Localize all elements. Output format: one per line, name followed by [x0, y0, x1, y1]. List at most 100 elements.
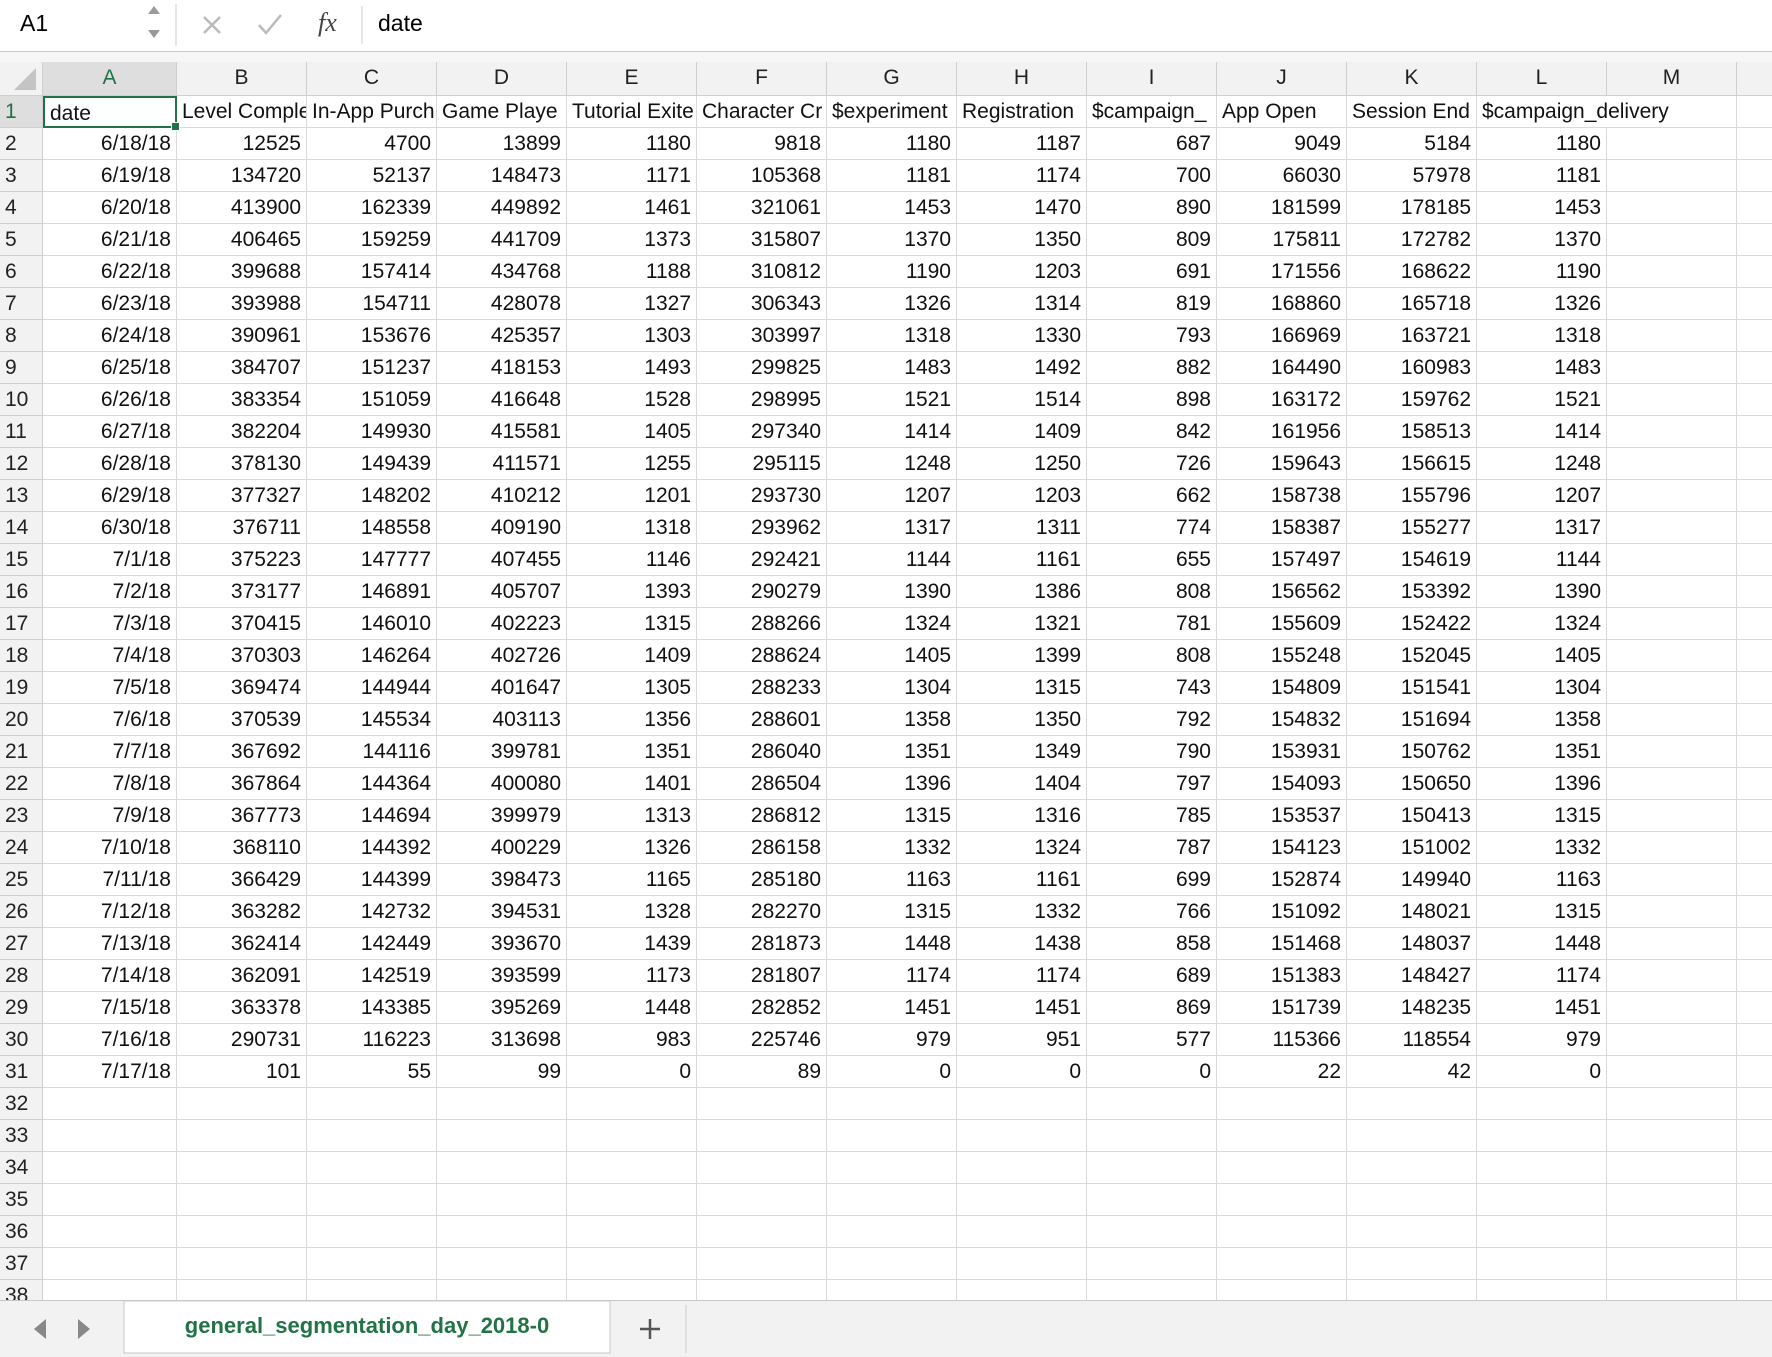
cell[interactable]: 406465 [177, 224, 307, 256]
cell[interactable]: 293730 [697, 480, 827, 512]
cell[interactable]: 890 [1087, 192, 1217, 224]
cell[interactable]: 1315 [827, 800, 957, 832]
cell[interactable]: 869 [1087, 992, 1217, 1024]
cell[interactable] [1737, 1024, 1772, 1056]
cell[interactable] [1477, 1248, 1607, 1280]
cell[interactable]: 148037 [1347, 928, 1477, 960]
cell[interactable]: 415581 [437, 416, 567, 448]
cell[interactable] [827, 1184, 957, 1216]
cell[interactable]: 57978 [1347, 160, 1477, 192]
cell[interactable]: 1250 [957, 448, 1087, 480]
row-header[interactable]: 4 [0, 192, 43, 224]
cell[interactable]: 398473 [437, 864, 567, 896]
cell[interactable]: 153392 [1347, 576, 1477, 608]
cell[interactable]: 154711 [307, 288, 437, 320]
cell[interactable]: 1203 [957, 480, 1087, 512]
cell[interactable] [1737, 928, 1772, 960]
cell[interactable] [1737, 992, 1772, 1024]
cell[interactable]: 134720 [177, 160, 307, 192]
cell[interactable]: 158738 [1217, 480, 1347, 512]
cell[interactable]: 153676 [307, 320, 437, 352]
cell[interactable]: 390961 [177, 320, 307, 352]
cell[interactable]: 6/25/18 [43, 352, 177, 384]
cell[interactable]: 158513 [1347, 416, 1477, 448]
fill-handle[interactable] [171, 122, 180, 131]
cell[interactable]: 144399 [307, 864, 437, 896]
cell[interactable]: 1318 [827, 320, 957, 352]
cell[interactable] [1607, 864, 1737, 896]
cell[interactable]: 6/19/18 [43, 160, 177, 192]
cell[interactable] [437, 1120, 567, 1152]
cell[interactable]: 290731 [177, 1024, 307, 1056]
cell[interactable]: 1317 [1477, 512, 1607, 544]
cell[interactable]: 1174 [1477, 960, 1607, 992]
row-header[interactable]: 33 [0, 1120, 43, 1152]
cell[interactable]: 1370 [1477, 224, 1607, 256]
cell[interactable]: 99 [437, 1056, 567, 1088]
cell[interactable]: 157414 [307, 256, 437, 288]
cell[interactable]: 164490 [1217, 352, 1347, 384]
cell[interactable]: 1163 [827, 864, 957, 896]
cell[interactable]: 315807 [697, 224, 827, 256]
column-header[interactable]: J [1217, 62, 1347, 96]
cell[interactable]: 1248 [827, 448, 957, 480]
cell[interactable] [177, 1216, 307, 1248]
cell[interactable]: 159762 [1347, 384, 1477, 416]
cell[interactable]: 154123 [1217, 832, 1347, 864]
cell[interactable]: 156615 [1347, 448, 1477, 480]
cell[interactable]: 1255 [567, 448, 697, 480]
cell[interactable]: 7/13/18 [43, 928, 177, 960]
row-header[interactable]: 19 [0, 672, 43, 704]
cell[interactable]: 362091 [177, 960, 307, 992]
cell[interactable]: 1350 [957, 224, 1087, 256]
cell[interactable]: 151541 [1347, 672, 1477, 704]
cell[interactable]: 7/7/18 [43, 736, 177, 768]
cell[interactable]: 310812 [697, 256, 827, 288]
cell[interactable]: 7/9/18 [43, 800, 177, 832]
cell[interactable]: 774 [1087, 512, 1217, 544]
row-header[interactable]: 20 [0, 704, 43, 736]
cell[interactable]: 148202 [307, 480, 437, 512]
cell[interactable]: 149930 [307, 416, 437, 448]
cell[interactable]: 382204 [177, 416, 307, 448]
cell[interactable]: 286040 [697, 736, 827, 768]
cell[interactable]: 144116 [307, 736, 437, 768]
cell[interactable] [1737, 320, 1772, 352]
cell[interactable] [957, 1152, 1087, 1184]
cell[interactable]: 321061 [697, 192, 827, 224]
cell[interactable] [177, 1248, 307, 1280]
cell[interactable]: 979 [827, 1024, 957, 1056]
row-header[interactable]: 36 [0, 1216, 43, 1248]
cell[interactable]: 1315 [1477, 800, 1607, 832]
cell[interactable]: 1321 [957, 608, 1087, 640]
cell[interactable] [177, 1280, 307, 1300]
cell[interactable]: 377327 [177, 480, 307, 512]
cell[interactable]: 286158 [697, 832, 827, 864]
cell[interactable] [1607, 224, 1737, 256]
cell[interactable]: 1326 [827, 288, 957, 320]
cell[interactable] [1737, 1056, 1772, 1088]
cell[interactable] [1607, 1184, 1737, 1216]
cell[interactable] [1607, 736, 1737, 768]
cell[interactable] [1607, 352, 1737, 384]
cell[interactable]: 1313 [567, 800, 697, 832]
cell[interactable]: 6/30/18 [43, 512, 177, 544]
cell[interactable]: 282270 [697, 896, 827, 928]
cell[interactable] [1737, 736, 1772, 768]
cell[interactable]: 1405 [827, 640, 957, 672]
cell[interactable]: 1188 [567, 256, 697, 288]
cell[interactable]: 166969 [1217, 320, 1347, 352]
cell[interactable]: 148021 [1347, 896, 1477, 928]
cell[interactable]: 1187 [957, 128, 1087, 160]
cell[interactable] [1607, 768, 1737, 800]
cell[interactable] [1087, 1152, 1217, 1184]
cell[interactable]: 1304 [827, 672, 957, 704]
cell[interactable] [1347, 1088, 1477, 1120]
cell[interactable]: 6/24/18 [43, 320, 177, 352]
cell[interactable]: 1305 [567, 672, 697, 704]
cell[interactable]: 781 [1087, 608, 1217, 640]
cell[interactable]: 1439 [567, 928, 697, 960]
cell[interactable]: 368110 [177, 832, 307, 864]
cell[interactable] [1607, 384, 1737, 416]
cell[interactable]: 7/17/18 [43, 1056, 177, 1088]
